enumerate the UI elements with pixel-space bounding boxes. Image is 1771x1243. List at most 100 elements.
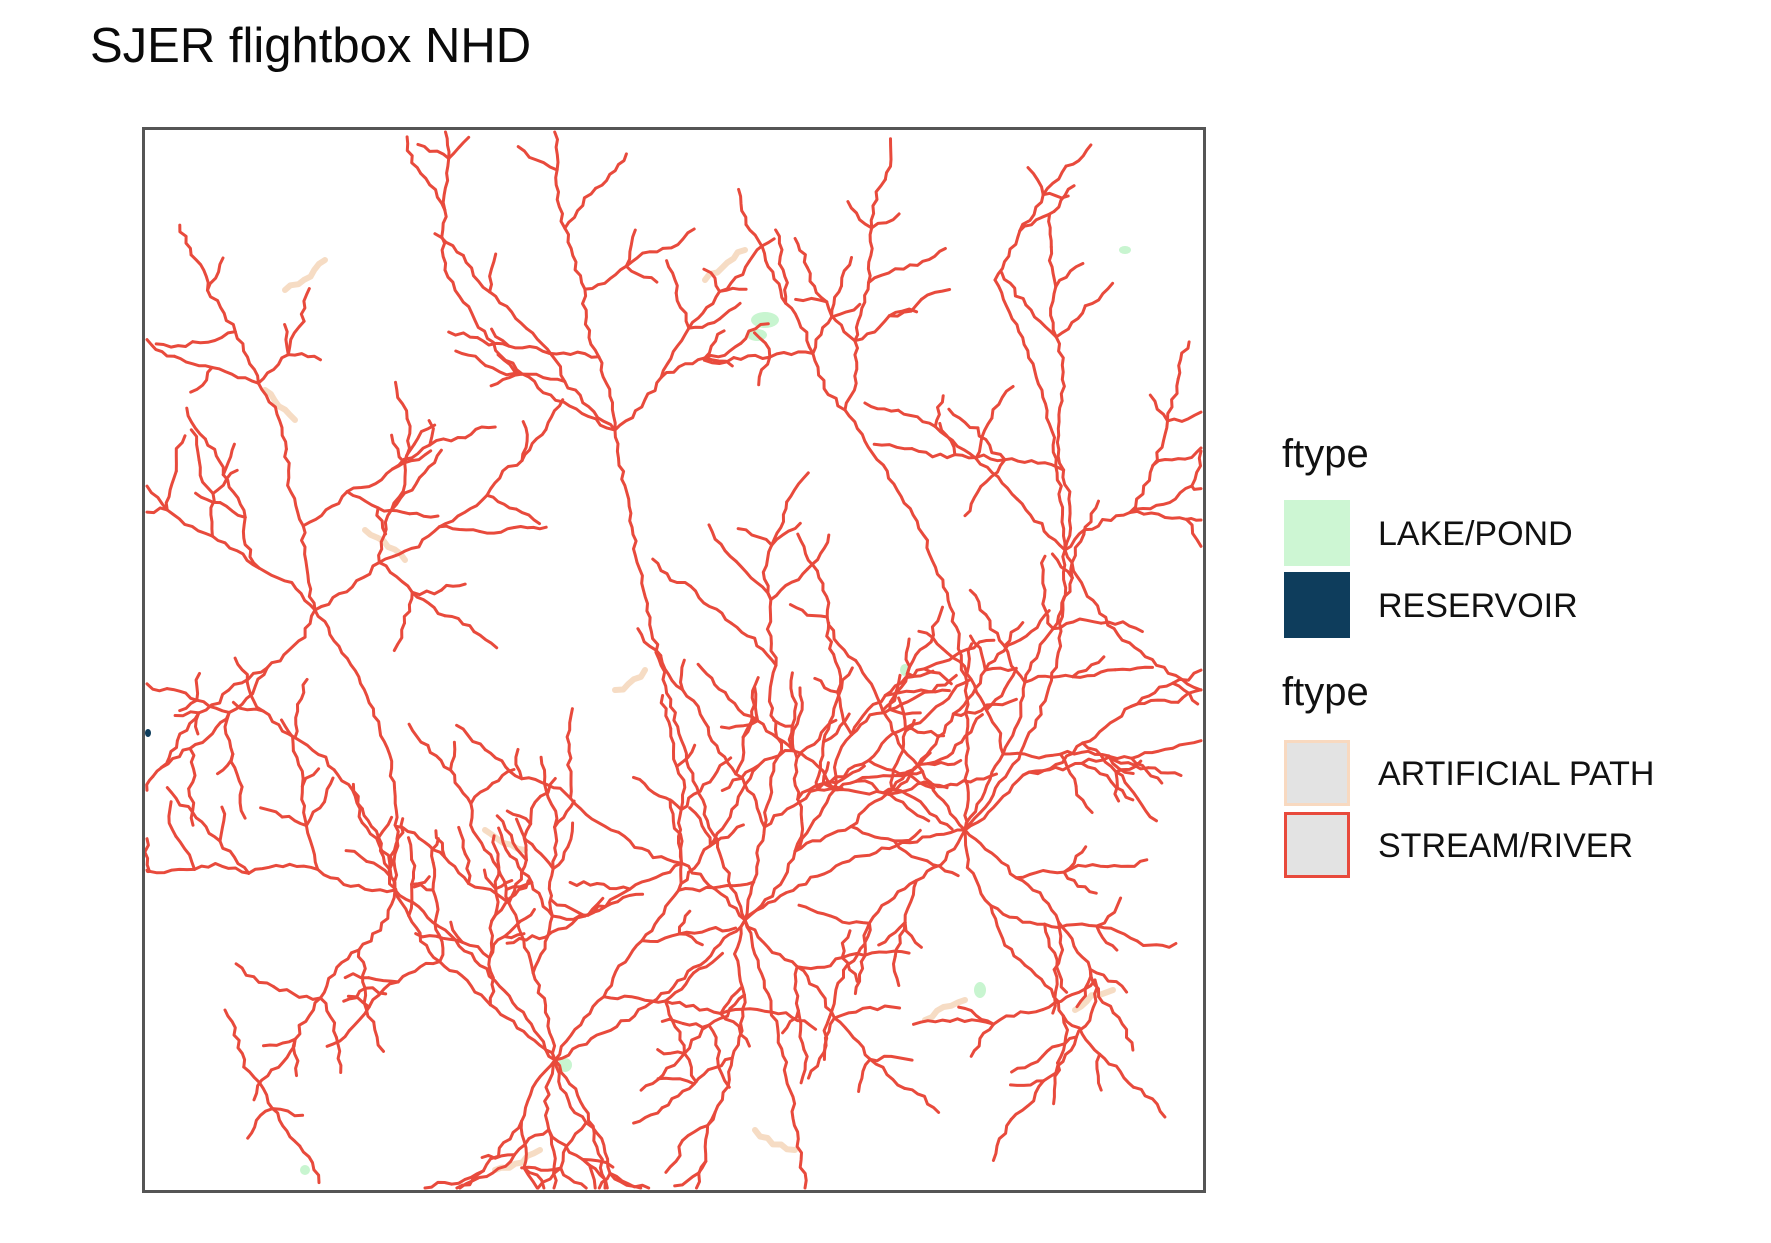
stream-segment: [1062, 870, 1098, 895]
stream-segment: [376, 506, 412, 516]
stream-segment: [1003, 621, 1025, 648]
stream-segment: [857, 1057, 872, 1093]
stream-segment: [544, 398, 565, 431]
stream-segment: [1135, 939, 1178, 949]
stream-segment: [799, 1048, 809, 1085]
stream-segment: [191, 810, 222, 843]
stream-segment: [233, 656, 249, 684]
stream-segment: [194, 711, 201, 736]
stream-segment: [439, 582, 467, 592]
stream-segment: [616, 892, 645, 904]
stream-segment: [750, 676, 760, 707]
stream-segment: [832, 733, 854, 792]
stream-segment: [617, 830, 684, 865]
stream-segment: [985, 697, 1018, 707]
stream-segment: [991, 1118, 1013, 1162]
stream-segment: [519, 1119, 528, 1170]
stream-segment: [903, 1086, 941, 1114]
stream-segment: [707, 1023, 722, 1060]
stream-segment: [559, 1121, 588, 1170]
stream-segment: [993, 229, 1022, 282]
legend-swatch-lake-pond: [1284, 500, 1350, 566]
stream-segment: [1052, 1061, 1061, 1106]
stream-segment: [1063, 548, 1203, 692]
stream-segment: [1009, 1079, 1045, 1121]
stream-segment: [892, 955, 901, 987]
stream-segment: [825, 615, 858, 662]
stream-segment: [867, 758, 909, 776]
stream-segment: [825, 300, 857, 343]
stream-segment: [1061, 468, 1073, 552]
stream-segment: [926, 740, 963, 766]
legend-label-stream-river: STREAM/RIVER: [1378, 827, 1634, 865]
stream-segment: [377, 815, 394, 839]
stream-segment: [194, 672, 201, 702]
stream-segment: [793, 825, 853, 853]
stream-segment: [673, 1159, 708, 1188]
stream-segment: [485, 458, 524, 497]
stream-segment: [197, 458, 215, 495]
stream-segment: [888, 708, 922, 716]
stream-segment: [965, 672, 988, 712]
stream-segment: [530, 842, 555, 871]
stream-segment: [419, 171, 447, 212]
stream-segment: [594, 152, 628, 190]
stream-segment: [488, 252, 498, 294]
stream-segment: [165, 687, 199, 702]
stream-segment: [805, 266, 829, 304]
stream-segment: [1049, 285, 1058, 339]
stream-segment: [1062, 863, 1110, 874]
stream-segment: [821, 781, 844, 790]
map-panel[interactable]: [142, 127, 1206, 1193]
stream-segment: [796, 532, 819, 573]
stream-segment: [206, 288, 237, 334]
stream-segment: [221, 473, 247, 519]
stream-segment: [1000, 271, 1028, 307]
stream-segment: [1081, 704, 1133, 745]
stream-segment: [743, 825, 766, 922]
stream-segment: [1009, 1079, 1045, 1087]
stream-segment: [245, 680, 265, 713]
stream-segment: [842, 921, 871, 972]
stream-segment: [953, 453, 1007, 463]
stream-segment: [178, 223, 193, 257]
stream-segment: [632, 775, 656, 795]
stream-segment: [821, 774, 849, 785]
stream-segment: [1129, 698, 1180, 708]
stream-segment: [924, 806, 954, 831]
stream-segment: [718, 301, 742, 321]
stream-segment: [608, 1171, 651, 1190]
stream-segment: [840, 929, 852, 960]
stream-segment: [396, 960, 442, 984]
stream-segment: [332, 768, 364, 825]
stream-segment: [948, 1017, 995, 1026]
stream-segment: [497, 826, 512, 858]
stream-segment: [1014, 869, 1066, 880]
stream-segment: [753, 685, 760, 723]
stream-segment: [296, 677, 309, 706]
stream-segment: [569, 796, 620, 834]
stream-segment: [1057, 920, 1092, 971]
stream-segment: [1040, 554, 1047, 592]
stream-segment: [743, 918, 808, 1190]
stream-segment: [957, 1005, 995, 1026]
stream-segment: [739, 322, 770, 345]
artificial-path-segment: [282, 257, 328, 293]
stream-segment: [455, 723, 487, 752]
stream-segment: [761, 543, 774, 601]
stream-segment: [795, 965, 836, 1020]
stream-segment: [390, 433, 407, 465]
stream-segment: [765, 598, 778, 667]
stream-segment: [822, 712, 851, 744]
stream-segment: [736, 527, 774, 547]
stream-segment: [1095, 924, 1139, 943]
stream-segment: [733, 918, 747, 997]
stream-segment: [525, 327, 567, 383]
stream-segment: [553, 130, 560, 172]
stream-segment: [968, 588, 988, 617]
stream-segment: [656, 1076, 696, 1086]
stream-segment: [489, 372, 524, 388]
stream-segment: [191, 330, 237, 345]
stream-segment: [342, 986, 367, 1003]
stream-segment: [1054, 335, 1066, 403]
